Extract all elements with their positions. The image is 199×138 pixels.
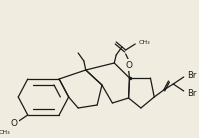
- Text: CH₃: CH₃: [139, 39, 151, 44]
- Text: Br: Br: [187, 88, 197, 98]
- Text: O: O: [125, 60, 132, 70]
- Text: CH₃: CH₃: [0, 131, 11, 136]
- Text: O: O: [11, 120, 18, 128]
- Text: Br: Br: [187, 71, 197, 79]
